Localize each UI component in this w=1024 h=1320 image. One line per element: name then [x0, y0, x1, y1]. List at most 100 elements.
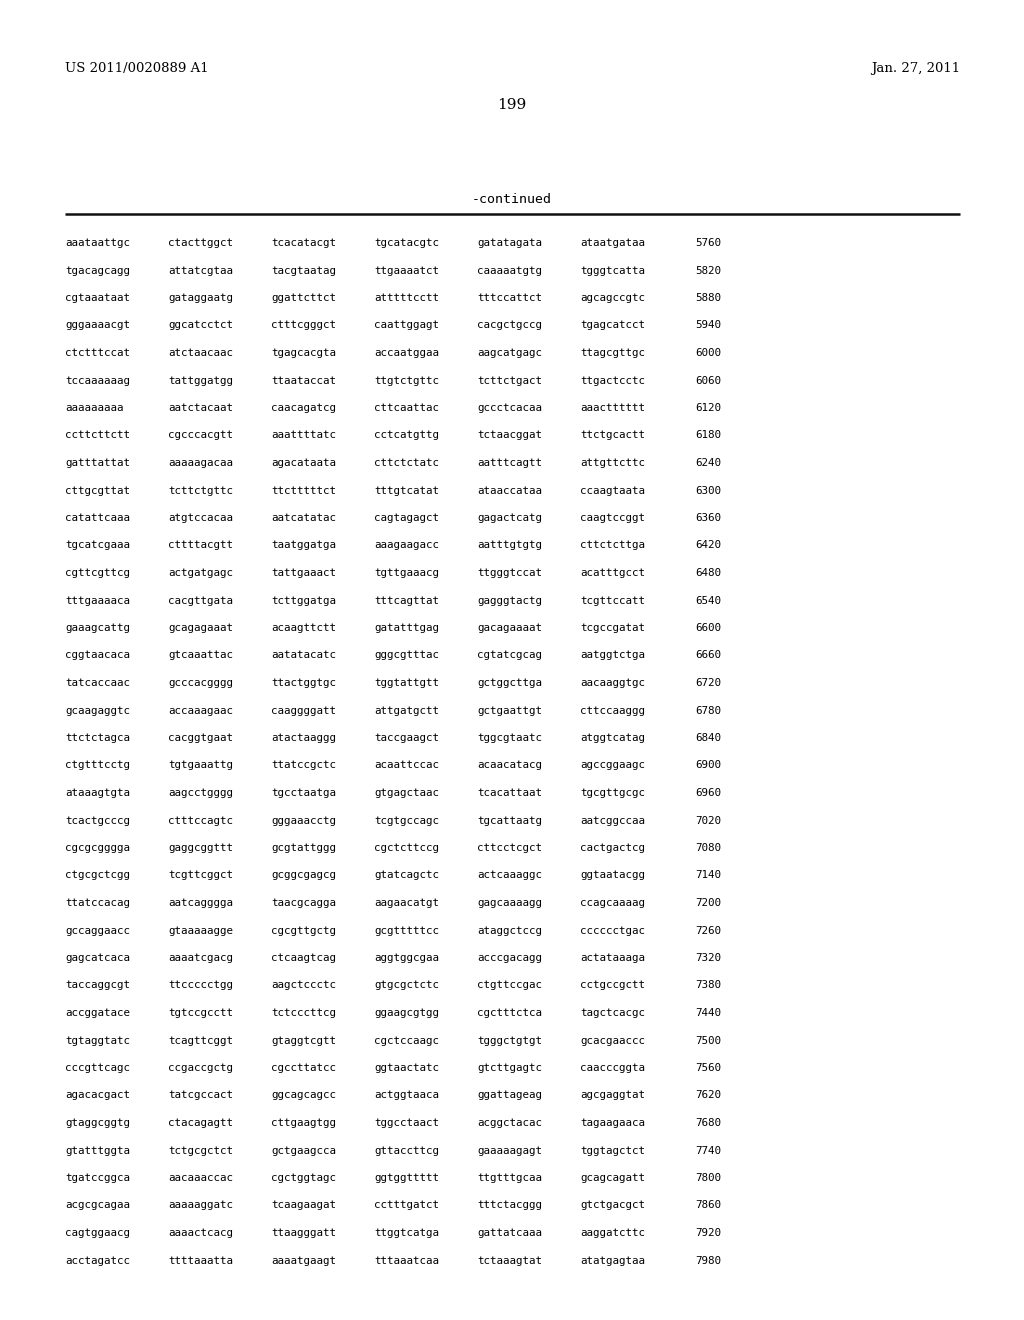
Text: cctttgatct: cctttgatct: [374, 1200, 439, 1210]
Text: acaacatacg: acaacatacg: [477, 760, 542, 771]
Text: gtaaaaagge: gtaaaaagge: [168, 925, 233, 936]
Text: 7740: 7740: [695, 1146, 721, 1155]
Text: ggattcttct: ggattcttct: [271, 293, 336, 304]
Text: acatttgcct: acatttgcct: [580, 568, 645, 578]
Text: ggcagcagcc: ggcagcagcc: [271, 1090, 336, 1101]
Text: cgcccacgtt: cgcccacgtt: [168, 430, 233, 441]
Text: acctagatcc: acctagatcc: [65, 1255, 130, 1266]
Text: ttagcgttgc: ttagcgttgc: [580, 348, 645, 358]
Text: tagaagaaca: tagaagaaca: [580, 1118, 645, 1129]
Text: ataaagtgta: ataaagtgta: [65, 788, 130, 799]
Text: catattcaaa: catattcaaa: [65, 513, 130, 523]
Text: acaattccac: acaattccac: [374, 760, 439, 771]
Text: accggatace: accggatace: [65, 1008, 130, 1018]
Text: tcacattaat: tcacattaat: [477, 788, 542, 799]
Text: 6660: 6660: [695, 651, 721, 660]
Text: ggattageag: ggattageag: [477, 1090, 542, 1101]
Text: 7200: 7200: [695, 898, 721, 908]
Text: tgcattaatg: tgcattaatg: [477, 816, 542, 825]
Text: actggtaaca: actggtaaca: [374, 1090, 439, 1101]
Text: ttactggtgc: ttactggtgc: [271, 678, 336, 688]
Text: gtctgacgct: gtctgacgct: [580, 1200, 645, 1210]
Text: tttccattct: tttccattct: [477, 293, 542, 304]
Text: tctgcgctct: tctgcgctct: [168, 1146, 233, 1155]
Text: 6480: 6480: [695, 568, 721, 578]
Text: gtcttgagtc: gtcttgagtc: [477, 1063, 542, 1073]
Text: ttctgcactt: ttctgcactt: [580, 430, 645, 441]
Text: ttaataccat: ttaataccat: [271, 375, 336, 385]
Text: gtaggcggtg: gtaggcggtg: [65, 1118, 130, 1129]
Text: ttttaaatta: ttttaaatta: [168, 1255, 233, 1266]
Text: gggaaaacgt: gggaaaacgt: [65, 321, 130, 330]
Text: gctgaattgt: gctgaattgt: [477, 705, 542, 715]
Text: aaataattgc: aaataattgc: [65, 238, 130, 248]
Text: 7020: 7020: [695, 816, 721, 825]
Text: gacagaaaat: gacagaaaat: [477, 623, 542, 634]
Text: agcagccgtc: agcagccgtc: [580, 293, 645, 304]
Text: aatcggccaa: aatcggccaa: [580, 816, 645, 825]
Text: cttttacgtt: cttttacgtt: [168, 540, 233, 550]
Text: 7260: 7260: [695, 925, 721, 936]
Text: gtgcgctctc: gtgcgctctc: [374, 981, 439, 990]
Text: tatcgccact: tatcgccact: [168, 1090, 233, 1101]
Text: gtcaaattac: gtcaaattac: [168, 651, 233, 660]
Text: atgtccacaa: atgtccacaa: [168, 513, 233, 523]
Text: 199: 199: [498, 98, 526, 112]
Text: gttaccttcg: gttaccttcg: [374, 1146, 439, 1155]
Text: ttatccgctc: ttatccgctc: [271, 760, 336, 771]
Text: tggtagctct: tggtagctct: [580, 1146, 645, 1155]
Text: gcagagaaat: gcagagaaat: [168, 623, 233, 634]
Text: tgtccgcctt: tgtccgcctt: [168, 1008, 233, 1018]
Text: cagtggaacg: cagtggaacg: [65, 1228, 130, 1238]
Text: aaaatgaagt: aaaatgaagt: [271, 1255, 336, 1266]
Text: attgttcttc: attgttcttc: [580, 458, 645, 469]
Text: gatatttgag: gatatttgag: [374, 623, 439, 634]
Text: tattgaaact: tattgaaact: [271, 568, 336, 578]
Text: cttcctcgct: cttcctcgct: [477, 843, 542, 853]
Text: gcaagaggtc: gcaagaggtc: [65, 705, 130, 715]
Text: tggcctaact: tggcctaact: [374, 1118, 439, 1129]
Text: gggaaacctg: gggaaacctg: [271, 816, 336, 825]
Text: tctcccttcg: tctcccttcg: [271, 1008, 336, 1018]
Text: 7380: 7380: [695, 981, 721, 990]
Text: 7980: 7980: [695, 1255, 721, 1266]
Text: ctttccagtc: ctttccagtc: [168, 816, 233, 825]
Text: gaaaaagagt: gaaaaagagt: [477, 1146, 542, 1155]
Text: ggtaactatc: ggtaactatc: [374, 1063, 439, 1073]
Text: 7320: 7320: [695, 953, 721, 964]
Text: cttccaaggg: cttccaaggg: [580, 705, 645, 715]
Text: actcaaaggc: actcaaaggc: [477, 870, 542, 880]
Text: cttcaattac: cttcaattac: [374, 403, 439, 413]
Text: tcgttccatt: tcgttccatt: [580, 595, 645, 606]
Text: 6540: 6540: [695, 595, 721, 606]
Text: cgtatcgcag: cgtatcgcag: [477, 651, 542, 660]
Text: US 2011/0020889 A1: US 2011/0020889 A1: [65, 62, 209, 75]
Text: aaagaagacc: aaagaagacc: [374, 540, 439, 550]
Text: cactgactcg: cactgactcg: [580, 843, 645, 853]
Text: 6840: 6840: [695, 733, 721, 743]
Text: acccgacagg: acccgacagg: [477, 953, 542, 964]
Text: tccaaaaaag: tccaaaaaag: [65, 375, 130, 385]
Text: cacggtgaat: cacggtgaat: [168, 733, 233, 743]
Text: ctttcgggct: ctttcgggct: [271, 321, 336, 330]
Text: cgccttatcc: cgccttatcc: [271, 1063, 336, 1073]
Text: ggtggttttt: ggtggttttt: [374, 1173, 439, 1183]
Text: attatcgtaa: attatcgtaa: [168, 265, 233, 276]
Text: -continued: -continued: [472, 193, 552, 206]
Text: aatctacaat: aatctacaat: [168, 403, 233, 413]
Text: cgcgttgctg: cgcgttgctg: [271, 925, 336, 936]
Text: 6300: 6300: [695, 486, 721, 495]
Text: aaactttttt: aaactttttt: [580, 403, 645, 413]
Text: gccaggaacc: gccaggaacc: [65, 925, 130, 936]
Text: gtgagctaac: gtgagctaac: [374, 788, 439, 799]
Text: aagcatgagc: aagcatgagc: [477, 348, 542, 358]
Text: aagaacatgt: aagaacatgt: [374, 898, 439, 908]
Text: atactaaggg: atactaaggg: [271, 733, 336, 743]
Text: tggcgtaatc: tggcgtaatc: [477, 733, 542, 743]
Text: tcttctgact: tcttctgact: [477, 375, 542, 385]
Text: 6600: 6600: [695, 623, 721, 634]
Text: 7140: 7140: [695, 870, 721, 880]
Text: 6360: 6360: [695, 513, 721, 523]
Text: gcggcgagcg: gcggcgagcg: [271, 870, 336, 880]
Text: gctgaagcca: gctgaagcca: [271, 1146, 336, 1155]
